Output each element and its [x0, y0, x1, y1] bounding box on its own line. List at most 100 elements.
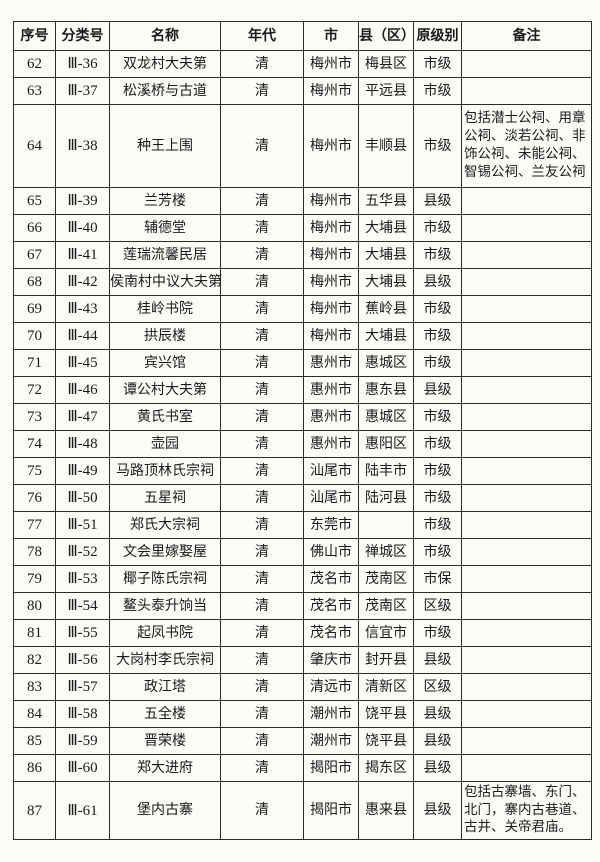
cell-col-remarks [461, 403, 592, 431]
cell-col-city: 揭阳市 [303, 754, 359, 782]
cell-col-level: 市级 [413, 295, 462, 323]
table-row: 82 Ⅲ-56 大岗村李氏宗祠清肇庆市 封开县 县级 [13, 646, 592, 674]
cell-col-remarks [461, 619, 592, 647]
table-row: 78 Ⅲ-52 文会里嫁娶屋清佛山市 禅城区 市级 [13, 538, 592, 566]
cell-col-city: 梅州市 [303, 187, 359, 215]
cell-col-index: 66 [13, 214, 56, 242]
table-row: 80 Ⅲ-54 鳌头泰升饷当清茂名市 茂南区 区级 [13, 592, 592, 620]
cell-col-level: 市级 [413, 484, 462, 512]
table-row: 74 Ⅲ-48 壶园清惠州市 惠阳区 市级 [13, 430, 592, 458]
table-row: 67 Ⅲ-41 莲瑞流馨民居清梅州市 大埔县 市级 [13, 241, 592, 269]
cell-col-remarks [461, 700, 592, 728]
header-col-remarks: 备注 [461, 21, 592, 51]
cell-col-category-code: Ⅲ-58 [55, 700, 110, 728]
cell-col-era: 清 [220, 646, 304, 674]
cell-col-name: 谭公村大夫第 [109, 376, 221, 404]
cell-col-level: 县级 [413, 268, 462, 296]
cell-col-county: 五华县 [358, 187, 414, 215]
header-col-index: 序号 [13, 21, 56, 51]
table-row: 72 Ⅲ-46 谭公村大夫第清惠州市 惠东县 县级 [13, 376, 592, 404]
table-row: 66 Ⅲ-40 辅德堂清梅州市 大埔县 市级 [13, 214, 592, 242]
cell-col-name: 拱辰楼 [109, 322, 221, 350]
cell-col-name: 起凤书院 [109, 619, 221, 647]
cell-col-level: 市级 [413, 430, 462, 458]
cell-col-category-code: Ⅲ-36 [55, 50, 110, 78]
cell-col-index: 82 [13, 646, 56, 674]
cell-col-name: 辅德堂 [109, 214, 221, 242]
cell-col-remarks [461, 511, 592, 539]
cell-col-category-code: Ⅲ-60 [55, 754, 110, 782]
cell-col-index: 85 [13, 727, 56, 755]
cell-col-name: 大岗村李氏宗祠 [109, 646, 221, 674]
cell-col-county: 揭东区 [358, 754, 414, 782]
cell-col-name: 松溪桥与古道 [109, 77, 221, 105]
cell-col-county: 清新区 [358, 673, 414, 701]
cell-col-remarks [461, 754, 592, 782]
cell-col-level: 县级 [413, 187, 462, 215]
cell-col-level: 区级 [413, 592, 462, 620]
cell-col-county: 惠城区 [358, 403, 414, 431]
cell-col-level: 市级 [413, 50, 462, 78]
cell-col-city: 梅州市 [303, 104, 359, 188]
cell-col-category-code: Ⅲ-50 [55, 484, 110, 512]
cell-col-era: 清 [220, 430, 304, 458]
cell-col-county: 大埔县 [358, 268, 414, 296]
cell-col-remarks [461, 484, 592, 512]
cell-col-city: 揭阳市 [303, 781, 359, 840]
cell-col-level: 县级 [413, 727, 462, 755]
table-row: 84 Ⅲ-58 五全楼清潮州市 饶平县 县级 [13, 700, 592, 728]
cell-col-county: 信宜市 [358, 619, 414, 647]
cell-col-index: 69 [13, 295, 56, 323]
cell-col-remarks [461, 565, 592, 593]
cell-col-remarks [461, 592, 592, 620]
cell-col-name: 莲瑞流馨民居 [109, 241, 221, 269]
cell-col-era: 清 [220, 50, 304, 78]
table-row: 70 Ⅲ-44 拱辰楼清梅州市 大埔县 市级 [13, 322, 592, 350]
cell-col-name: 晋荣楼 [109, 727, 221, 755]
header-col-era: 年代 [220, 21, 304, 51]
cell-col-remarks [461, 538, 592, 566]
cell-col-name: 堡内古寨 [109, 781, 221, 840]
table-row: 68 Ⅲ-42 侯南村中议大夫第清梅州市 大埔县 县级 [13, 268, 592, 296]
cell-col-era: 清 [220, 214, 304, 242]
cell-col-name: 五星祠 [109, 484, 221, 512]
cell-col-era: 清 [220, 619, 304, 647]
cell-col-name: 黄氏书室 [109, 403, 221, 431]
cell-col-city: 汕尾市 [303, 457, 359, 485]
cell-col-level: 市级 [413, 457, 462, 485]
cell-col-era: 清 [220, 403, 304, 431]
cell-col-name: 五全楼 [109, 700, 221, 728]
table-row: 81 Ⅲ-55 起凤书院清茂名市 信宜市 市级 [13, 619, 592, 647]
cell-col-era: 清 [220, 538, 304, 566]
cell-col-index: 76 [13, 484, 56, 512]
cell-col-index: 63 [13, 77, 56, 105]
cell-col-remarks [461, 214, 592, 242]
cell-col-index: 87 [13, 781, 56, 840]
cell-col-era: 清 [220, 592, 304, 620]
cell-col-category-code: Ⅲ-56 [55, 646, 110, 674]
cell-col-index: 65 [13, 187, 56, 215]
cell-col-county: 梅县区 [358, 50, 414, 78]
cell-col-era: 清 [220, 268, 304, 296]
cell-col-category-code: Ⅲ-43 [55, 295, 110, 323]
cell-col-remarks [461, 322, 592, 350]
cell-col-index: 68 [13, 268, 56, 296]
cell-col-level: 市保 [413, 565, 462, 593]
cell-col-city: 清远市 [303, 673, 359, 701]
table-row: 69 Ⅲ-43 桂岭书院清梅州市 蕉岭县 市级 [13, 295, 592, 323]
cell-col-level: 市级 [413, 241, 462, 269]
cell-col-level: 市级 [413, 77, 462, 105]
cell-col-county: 惠来县 [358, 781, 414, 840]
header-col-name: 名称 [109, 21, 221, 51]
cell-col-era: 清 [220, 376, 304, 404]
cell-col-city: 梅州市 [303, 50, 359, 78]
cell-col-name: 鳌头泰升饷当 [109, 592, 221, 620]
cell-col-name: 宾兴馆 [109, 349, 221, 377]
cell-col-era: 清 [220, 754, 304, 782]
cell-col-county: 陆河县 [358, 484, 414, 512]
table-row: 75 Ⅲ-49 马路顶林氏宗祠清汕尾市 陆丰市 市级 [13, 457, 592, 485]
cell-col-era: 清 [220, 727, 304, 755]
header-col-category-code: 分类号 [55, 21, 110, 51]
cell-col-city: 惠州市 [303, 349, 359, 377]
cell-col-level: 市级 [413, 511, 462, 539]
